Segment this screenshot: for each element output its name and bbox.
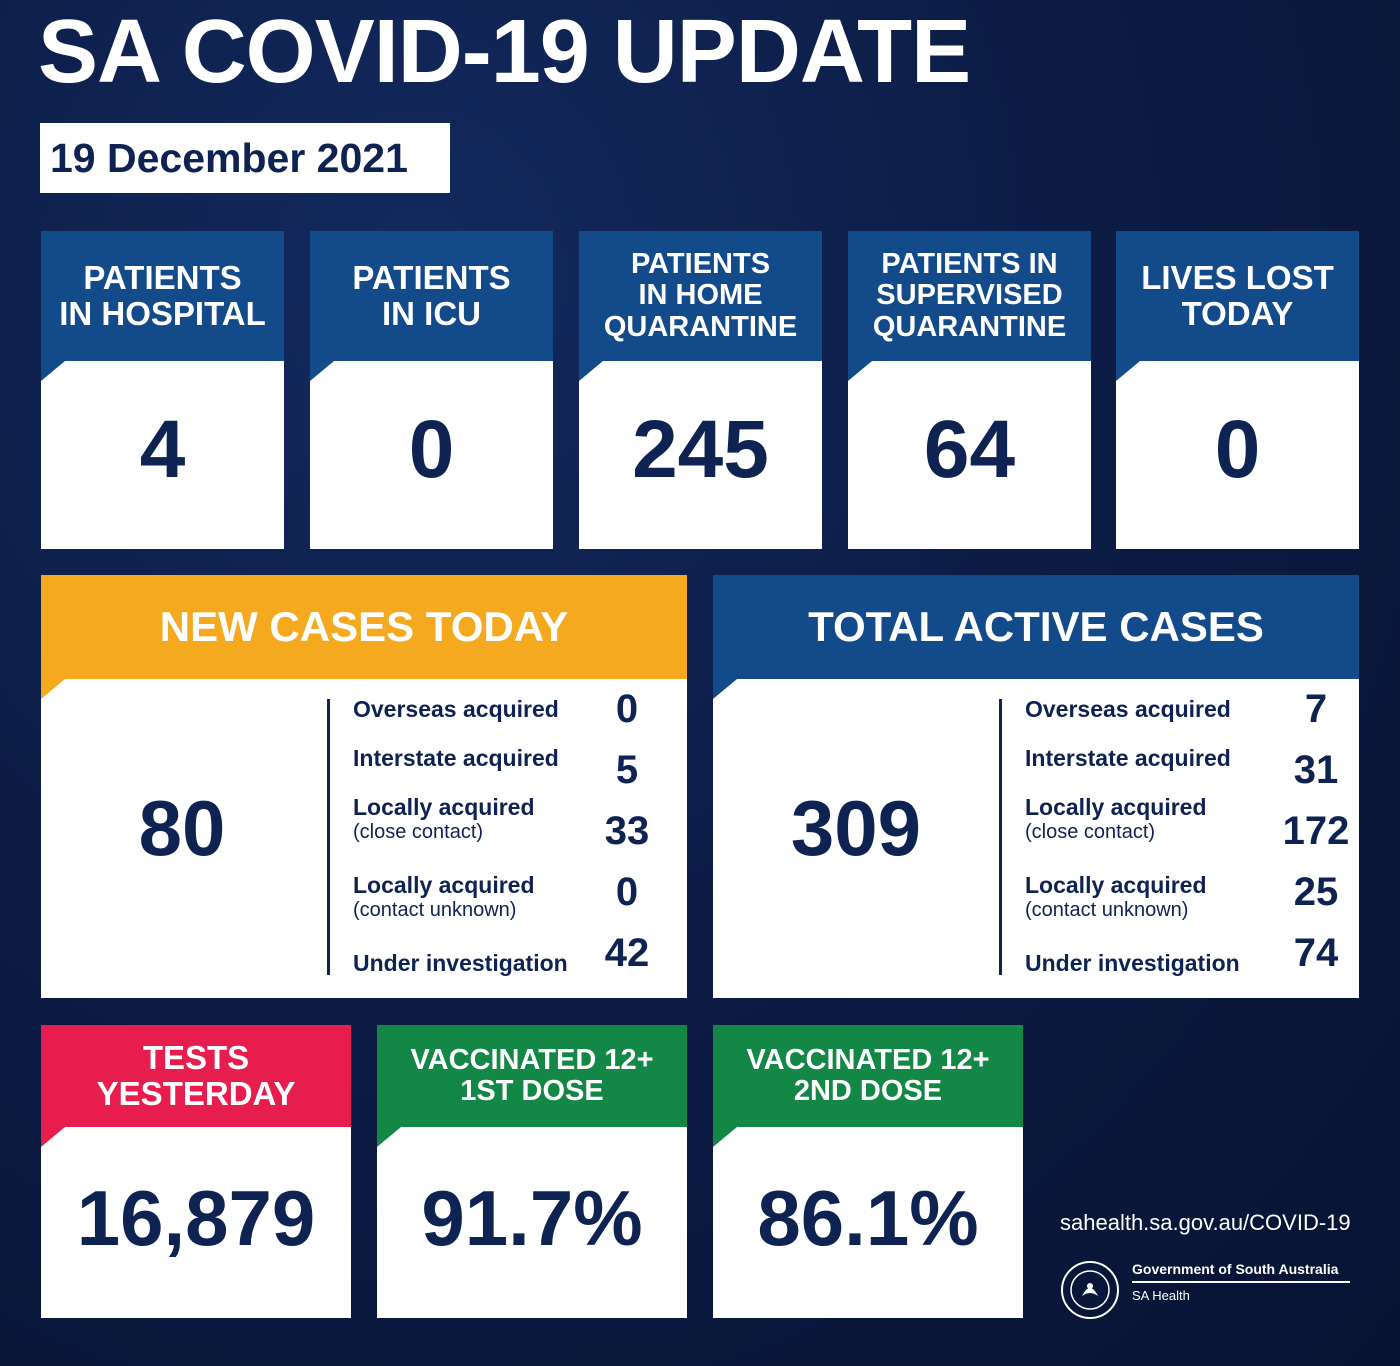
active-cases-total: 309 xyxy=(790,784,922,872)
vaccinated-second-dose-card: VACCINATED 12+ 2ND DOSE 86.1% xyxy=(713,1025,1023,1318)
vaccinated-first-dose-label: VACCINATED 12+ 1ST DOSE xyxy=(410,1043,654,1107)
list-item: Interstate acquired xyxy=(1025,745,1231,771)
list-item-value: 33 xyxy=(604,809,650,853)
tests-card-label: TESTS YESTERDAY xyxy=(96,1039,296,1112)
list-item-value: 74 xyxy=(1293,931,1339,975)
list-item: Locally acquired (contact unknown) xyxy=(353,872,535,921)
list-item: Overseas acquired xyxy=(1025,696,1231,722)
stat-card-value: 64 xyxy=(923,404,1016,495)
list-item-value: 25 xyxy=(1293,870,1339,914)
government-logo-text: Government of South Australia SA Health xyxy=(1132,1260,1350,1306)
new-cases-total: 80 xyxy=(138,784,226,872)
stat-card-home-quarantine: PATIENTS IN HOME QUARANTINE 245 xyxy=(579,231,822,549)
vaccinated-second-dose-label: VACCINATED 12+ 2ND DOSE xyxy=(746,1043,990,1107)
government-name: Government of South Australia xyxy=(1132,1260,1350,1283)
list-item: Interstate acquired xyxy=(353,745,559,771)
vaccinated-first-dose-card: VACCINATED 12+ 1ST DOSE 91.7% xyxy=(377,1025,687,1318)
list-item-value: 0 xyxy=(615,687,639,731)
stat-card-label: PATIENTS IN ICU xyxy=(352,259,511,332)
footer-url-link[interactable]: sahealth.sa.gov.au/COVID-19 xyxy=(1060,1210,1351,1235)
date-label: 19 December 2021 xyxy=(40,123,450,193)
stat-card-icu: PATIENTS IN ICU 0 xyxy=(310,231,553,549)
department-name: SA Health xyxy=(1132,1288,1190,1303)
list-item: Locally acquired (contact unknown) xyxy=(1025,872,1207,921)
list-item-value: 31 xyxy=(1293,748,1339,792)
list-item-value: 172 xyxy=(1282,809,1350,853)
stat-card-label: LIVES LOST TODAY xyxy=(1141,259,1334,332)
list-item: Locally acquired (close contact) xyxy=(353,794,535,843)
list-item: Locally acquired (close contact) xyxy=(1025,794,1207,843)
stat-card-value: 0 xyxy=(408,404,455,495)
divider xyxy=(999,699,1002,975)
list-item: Overseas acquired xyxy=(353,696,559,722)
tests-card: TESTS YESTERDAY 16,879 xyxy=(41,1025,351,1318)
list-item: Under investigation xyxy=(1025,950,1240,976)
stat-card-lives-lost: LIVES LOST TODAY 0 xyxy=(1116,231,1359,549)
vaccinated-second-dose-value: 86.1% xyxy=(757,1174,979,1262)
stat-card-label: PATIENTS IN SUPERVISED QUARANTINE xyxy=(872,248,1067,343)
stat-card-value: 245 xyxy=(632,404,769,495)
active-cases-panel: TOTAL ACTIVE CASES 309 Overseas acquired… xyxy=(713,575,1359,998)
stat-card-label: PATIENTS IN HOME QUARANTINE xyxy=(603,248,798,343)
list-item-value: 5 xyxy=(615,748,639,792)
tests-card-value: 16,879 xyxy=(76,1174,316,1262)
page-title: SA COVID-19 UPDATE xyxy=(38,2,971,102)
stat-card-label: PATIENTS IN HOSPITAL xyxy=(59,259,266,332)
list-item-value: 7 xyxy=(1304,687,1328,731)
new-cases-title: NEW CASES TODAY xyxy=(159,603,569,651)
divider xyxy=(327,699,330,975)
stat-card-value: 0 xyxy=(1214,404,1261,495)
active-cases-title: TOTAL ACTIVE CASES xyxy=(808,603,1264,651)
stat-card-hospital: PATIENTS IN HOSPITAL 4 xyxy=(41,231,284,549)
stat-card-value: 4 xyxy=(139,404,186,495)
vaccinated-first-dose-value: 91.7% xyxy=(421,1174,643,1262)
list-item-value: 0 xyxy=(615,870,639,914)
list-item: Under investigation xyxy=(353,950,568,976)
list-item-value: 42 xyxy=(604,931,650,975)
stat-card-supervised-quarantine: PATIENTS IN SUPERVISED QUARANTINE 64 xyxy=(848,231,1091,549)
sa-government-seal-icon xyxy=(1061,1261,1119,1319)
new-cases-panel: NEW CASES TODAY 80 Overseas acquired 0 I… xyxy=(41,575,687,998)
